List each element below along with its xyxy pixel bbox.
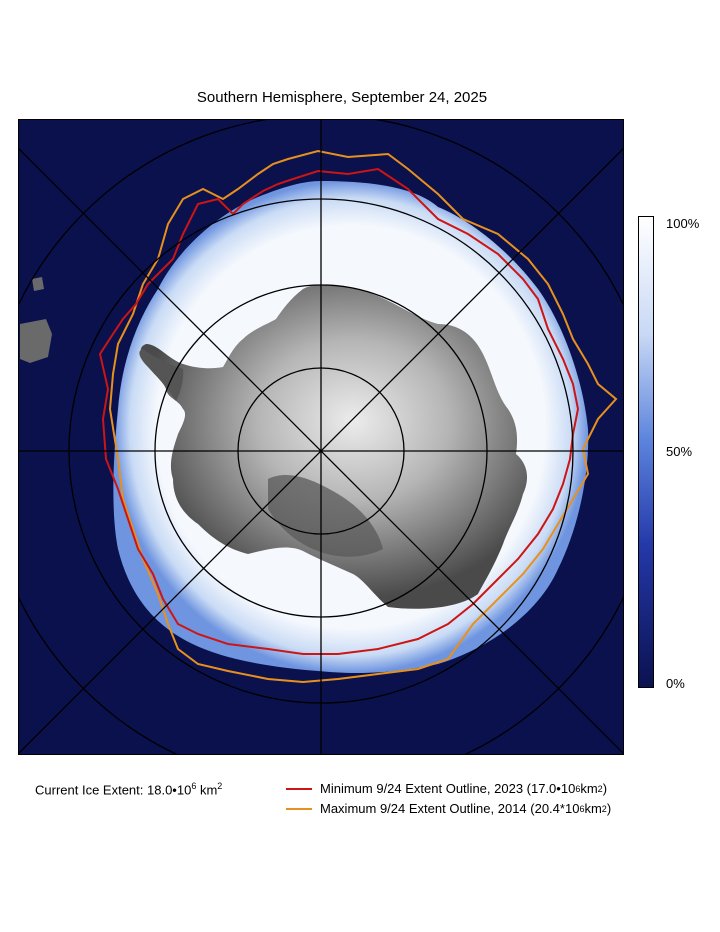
- sea-ice-map: [18, 119, 624, 755]
- colorbar-tick-100: 100%: [666, 216, 700, 231]
- colorbar-tick-50: 50%: [666, 444, 693, 459]
- current-extent-label: Current Ice Extent: 18.0•106 km2: [35, 781, 223, 798]
- ice-patch-left-small: [32, 277, 44, 291]
- min-extent-outline-2023: [98, 167, 580, 655]
- antarctic-peninsula: [139, 349, 184, 401]
- legend-swatch-red: [286, 787, 312, 790]
- max-extent-outline-2014: [108, 149, 618, 684]
- graticule: [18, 119, 624, 755]
- ice-patch-left: [20, 319, 52, 363]
- legend-swatch-orange: [286, 807, 312, 810]
- map-title: Southern Hemisphere, September 24, 2025: [196, 89, 488, 106]
- colorbar-tick-0: 0%: [666, 676, 685, 691]
- ross-ice-shelf: [268, 474, 383, 557]
- concentration-colorbar: [638, 216, 654, 688]
- legend-max-2014: Maximum 9/24 Extent Outline, 2014 (20.4 *…: [286, 801, 611, 816]
- antarctica-landmass: [140, 284, 528, 609]
- legend-min-2023: Minimum 9/24 Extent Outline, 2023 (17.0 •…: [286, 781, 607, 796]
- meridian-135: [18, 147, 624, 755]
